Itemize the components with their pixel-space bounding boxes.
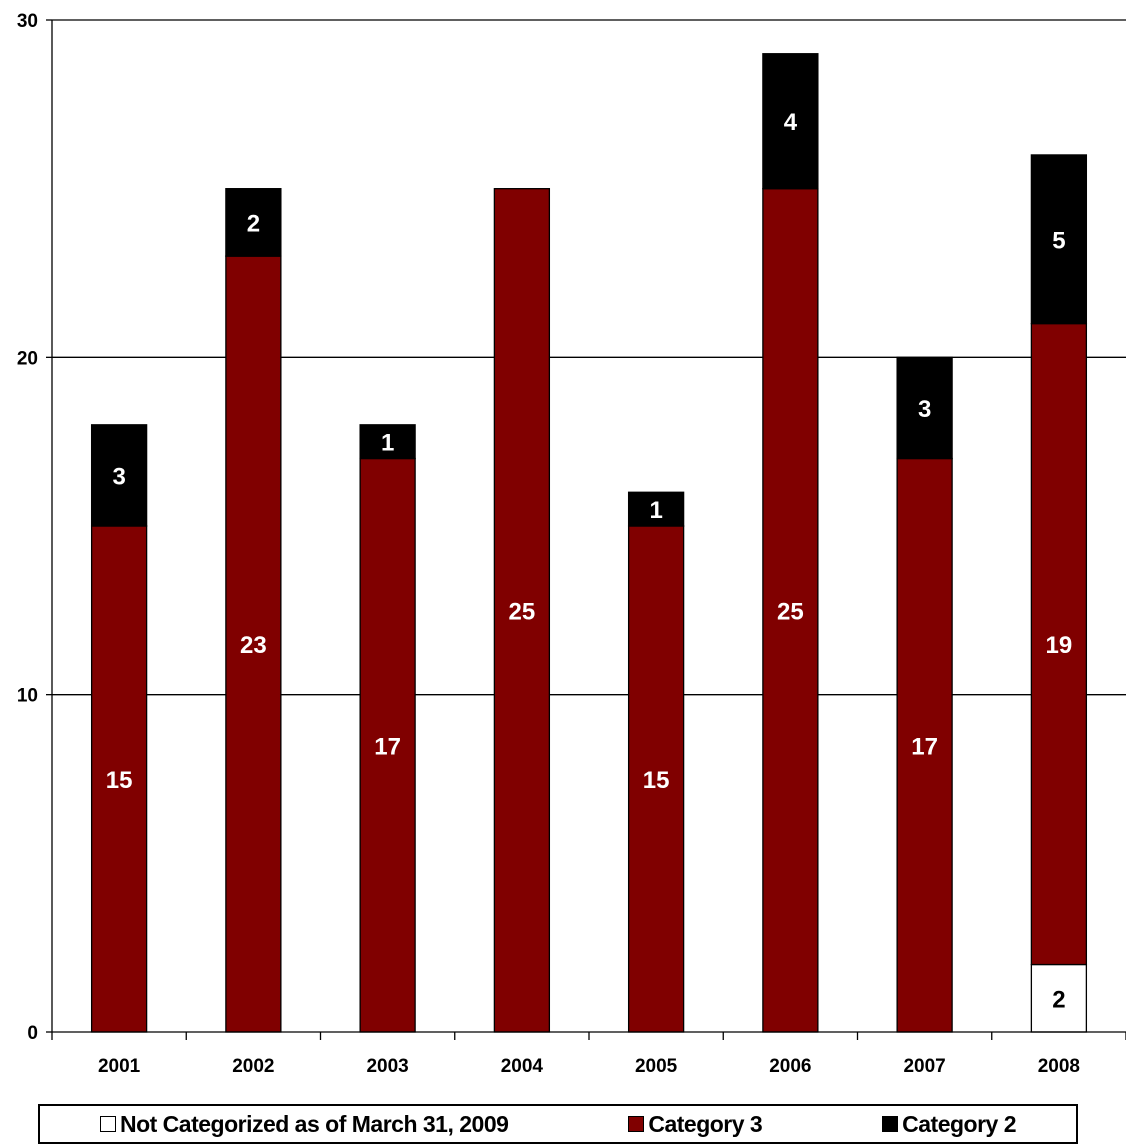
x-tick-label: 2003 <box>366 1056 408 1077</box>
x-tick-label: 2008 <box>1038 1056 1080 1077</box>
bar-segment <box>627 491 685 527</box>
x-tick-label: 2004 <box>501 1056 544 1077</box>
bar-segment <box>225 255 282 1033</box>
legend-label-category-3: Category 3 <box>648 1110 763 1137</box>
x-tick-label: 2007 <box>903 1056 945 1077</box>
x-tick-label: 2002 <box>232 1056 274 1077</box>
bar-segment <box>1030 322 1088 966</box>
data-label: 17 <box>911 733 938 760</box>
y-tick-label: 30 <box>17 11 38 32</box>
bar-segment <box>1030 154 1088 325</box>
bars <box>90 53 1088 1033</box>
bar-segment <box>896 457 953 1033</box>
axes <box>46 19 1126 1040</box>
legend-swatch-category-3 <box>628 1116 645 1132</box>
stacked-bar-chart: 0 10 20 30 2001 2002 2003 2004 2005 2006 2007 2008… <box>17 11 1126 1077</box>
gridlines <box>52 19 1126 696</box>
legend: Not Categorized as of March 31, 2009 Cat… <box>38 1104 1078 1144</box>
y-tick-label: 0 <box>27 1023 38 1044</box>
data-label: 17 <box>374 733 401 760</box>
bar-segment <box>90 525 148 1033</box>
x-tick-label: 2005 <box>635 1056 678 1077</box>
legend-swatch-category-2 <box>882 1116 899 1132</box>
bar-segment <box>627 525 685 1033</box>
legend-item-category-2: Category 2 <box>882 1110 1017 1138</box>
bar-segment <box>896 356 953 460</box>
x-tick-label: 2006 <box>769 1056 811 1077</box>
y-tick-labels: 0 10 20 30 <box>17 11 38 1044</box>
legend-label-category-2: Category 2 <box>902 1110 1017 1137</box>
legend-label-not-categorized: Not Categorized as of March 31, 2009 <box>119 1110 509 1137</box>
y-tick-label: 20 <box>17 348 38 369</box>
y-tick-label: 10 <box>17 686 38 707</box>
data-label: 1 <box>649 497 662 524</box>
bar-segment <box>225 188 282 257</box>
data-label: 15 <box>643 767 670 794</box>
data-label: 2 <box>247 210 260 237</box>
data-label: 3 <box>112 463 125 490</box>
legend-item-category-3: Category 3 <box>628 1110 763 1138</box>
data-label: 25 <box>509 598 536 625</box>
data-label: 3 <box>918 396 931 423</box>
bar-segment <box>90 424 148 527</box>
data-label: 5 <box>1052 227 1065 254</box>
data-label: 19 <box>1046 632 1073 659</box>
data-label: 23 <box>240 632 267 659</box>
data-label: 25 <box>777 598 804 625</box>
data-label: 1 <box>381 430 394 457</box>
data-label: 2 <box>1052 986 1065 1013</box>
data-label: 15 <box>106 767 133 794</box>
legend-item-not-categorized: Not Categorized as of March 31, 2009 <box>99 1110 509 1138</box>
x-tick-labels: 2001 2002 2003 2004 2005 2006 2007 2008 <box>98 1056 1080 1077</box>
data-labels: 15 3 23 2 17 1 25 15 1 25 4 17 3 2 19 5 <box>106 109 1072 1013</box>
bar-segment <box>493 188 551 1033</box>
legend-swatch-not-categorized <box>99 1116 116 1132</box>
data-label: 4 <box>784 109 798 136</box>
bar-segment <box>359 424 416 460</box>
bar-segment <box>762 53 819 190</box>
x-tick-label: 2001 <box>98 1056 141 1077</box>
